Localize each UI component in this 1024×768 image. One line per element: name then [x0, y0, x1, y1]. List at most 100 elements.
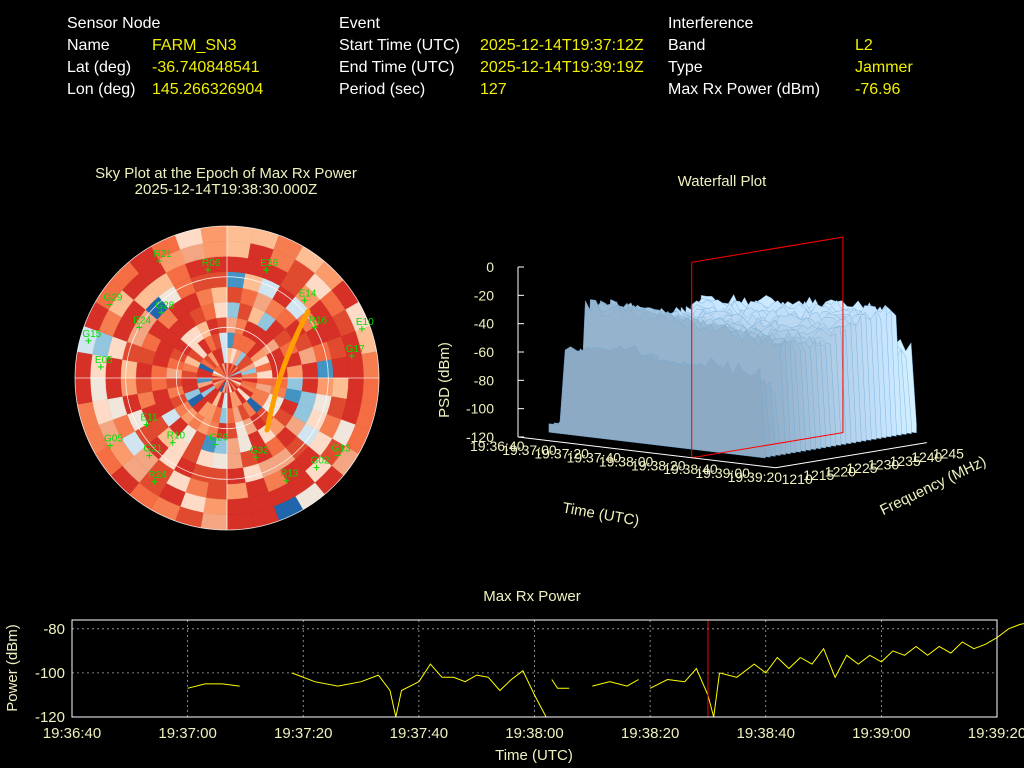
type-value: Jammer — [855, 59, 913, 76]
interference-header: Interference — [668, 15, 754, 32]
maxrx-series-line — [592, 679, 639, 687]
maxrx-series-line — [187, 683, 240, 689]
waterfall-time-tick-label: 19:37:20 — [534, 446, 589, 462]
maxrx-series-line — [551, 679, 570, 689]
sky-cell — [226, 467, 246, 485]
sky-cell — [346, 354, 364, 379]
waterfall-time-tick-label: 19:36:40 — [470, 438, 525, 454]
sky-satellite: G13 — [332, 443, 351, 459]
maxrx-y-tick-label: -80 — [43, 621, 65, 638]
sky-cell — [226, 497, 251, 515]
max-rx-power-plot: 19:36:40 19:37:00 19:37:20 19:37:40 19:38:00… — [4, 619, 1024, 764]
maxrx-plot-title: Max Rx Power — [483, 588, 581, 605]
lon-label: Lon (deg) — [67, 81, 136, 98]
sky-satellite: R16 — [309, 315, 328, 331]
maxrx-label: Max Rx Power (dBm) — [668, 81, 821, 98]
band-value: L2 — [855, 37, 873, 54]
waterfall-time-axis — [517, 436, 776, 469]
sky-plot-title: Sky Plot at the Epoch of Max Rx Power 20… — [86, 166, 366, 198]
waterfall-psd-tick-label: -20 — [474, 287, 494, 303]
sky-satellite: G29 — [104, 293, 123, 308]
sky-satellite-label: G26 — [209, 433, 228, 444]
sky-satellite-label: R21 — [153, 249, 172, 260]
sky-satellite: G17 — [346, 344, 365, 360]
sky-satellite: E24 — [133, 315, 151, 331]
sky-satellite-label: R16 — [309, 315, 328, 326]
band-label: Band — [668, 37, 706, 54]
sky-satellite: G15 — [82, 329, 102, 344]
period-value: 127 — [480, 81, 507, 98]
waterfall-freq-tick-label: 1220 — [825, 464, 856, 480]
sky-cell — [208, 271, 228, 289]
lat-label: Lat (deg) — [67, 59, 132, 76]
sensor-header: Sensor Node — [67, 15, 161, 32]
waterfall-freq-tick-label: 1235 — [890, 453, 921, 469]
maxrx-series-line — [378, 674, 420, 718]
maxrx-series-line — [487, 669, 547, 718]
waterfall-psd-tick-label: -40 — [474, 316, 494, 332]
maxrx-x-tick-label: 19:39:20 — [968, 725, 1024, 742]
sky-interference-track — [264, 308, 311, 433]
name-value: FARM_SN3 — [152, 37, 237, 54]
sky-satellite: G05 — [104, 434, 123, 449]
sky-cell — [226, 512, 254, 530]
end-value: 2025-12-14T19:39:19Z — [480, 59, 644, 76]
lat-value: -36.740848541 — [152, 59, 260, 76]
sky-satellite-label: G32 — [250, 445, 269, 456]
sky-cell — [200, 512, 228, 530]
maxrx-x-tick-label: 19:39:00 — [852, 725, 910, 742]
sky-cell — [120, 359, 138, 379]
maxrx-y-tick-label: -100 — [35, 665, 65, 682]
sky-satellite: G02 — [311, 456, 330, 471]
sky-cell — [226, 256, 249, 274]
sky-cell — [203, 241, 228, 259]
sky-plot: R21 R06 G29 G28 E36 E14 R16 E10 G17 E24 E05 G15 E11 R… — [74, 225, 380, 531]
sky-satellite: R10 — [167, 431, 186, 446]
waterfall-time-tick-label: 19:39:20 — [728, 469, 783, 485]
sky-cell — [226, 226, 254, 244]
sky-cell — [105, 377, 123, 400]
sky-satellite: G21 — [143, 444, 163, 459]
maxrx-x-tick-label: 19:37:40 — [390, 725, 448, 742]
sky-satellite-label: E10 — [356, 317, 374, 328]
sky-cell — [226, 482, 249, 500]
sky-satellite-label: E14 — [299, 288, 317, 299]
maxrx-x-tick-label: 19:37:00 — [158, 725, 216, 742]
lon-value: 145.266326904 — [152, 81, 264, 98]
sky-cell — [75, 377, 93, 405]
waterfall-time-tick-label: 19:38:00 — [599, 453, 654, 469]
sky-satellite: E05 — [95, 355, 113, 370]
waterfall-time-axis-label: Time (UTC) — [561, 499, 641, 529]
sky-satellite-label: G29 — [104, 293, 123, 304]
sky-satellite: R24 — [148, 470, 167, 485]
interference-info: Interference Band L2 Type Jammer Max Rx Po… — [668, 13, 913, 101]
waterfall-freq-tick-label: 1245 — [933, 446, 964, 462]
sky-cell — [346, 377, 364, 402]
sky-cell — [361, 377, 379, 405]
maxrx-series-line — [291, 672, 379, 687]
sky-cell — [120, 377, 138, 397]
sky-satellite: G28 — [155, 300, 175, 316]
waterfall-psd-tick-label: -100 — [466, 401, 494, 417]
sky-cell — [316, 377, 334, 397]
sky-cell — [210, 452, 228, 470]
maxrx-x-tick-label: 19:36:40 — [43, 725, 101, 742]
sky-satellite-label: G17 — [346, 344, 365, 355]
sky-satellite: R13 — [280, 468, 299, 484]
maxrx-series-line — [418, 663, 489, 683]
maxrx-y-axis-label: Power (dBm) — [4, 624, 21, 712]
sky-cell — [301, 361, 319, 379]
sky-cell — [200, 226, 228, 244]
sky-satellite-label: R13 — [280, 468, 299, 479]
name-label: Name — [67, 37, 110, 54]
sky-plot-title-line: Sky Plot at the Epoch of Max Rx Power — [95, 165, 357, 182]
sky-cell — [226, 452, 244, 470]
sky-cell — [135, 377, 153, 395]
maxrx-y-tick-label: -120 — [35, 709, 65, 726]
waterfall-psd-tick-label: 0 — [486, 259, 494, 275]
event-info: Event Start Time (UTC) 2025-12-14T19:37:1… — [339, 13, 644, 101]
waterfall-time-tick-label: 19:39:00 — [695, 465, 750, 481]
sky-cell — [301, 377, 319, 395]
sky-satellite: E11 — [141, 412, 158, 428]
sky-satellite: E36 — [260, 258, 279, 274]
